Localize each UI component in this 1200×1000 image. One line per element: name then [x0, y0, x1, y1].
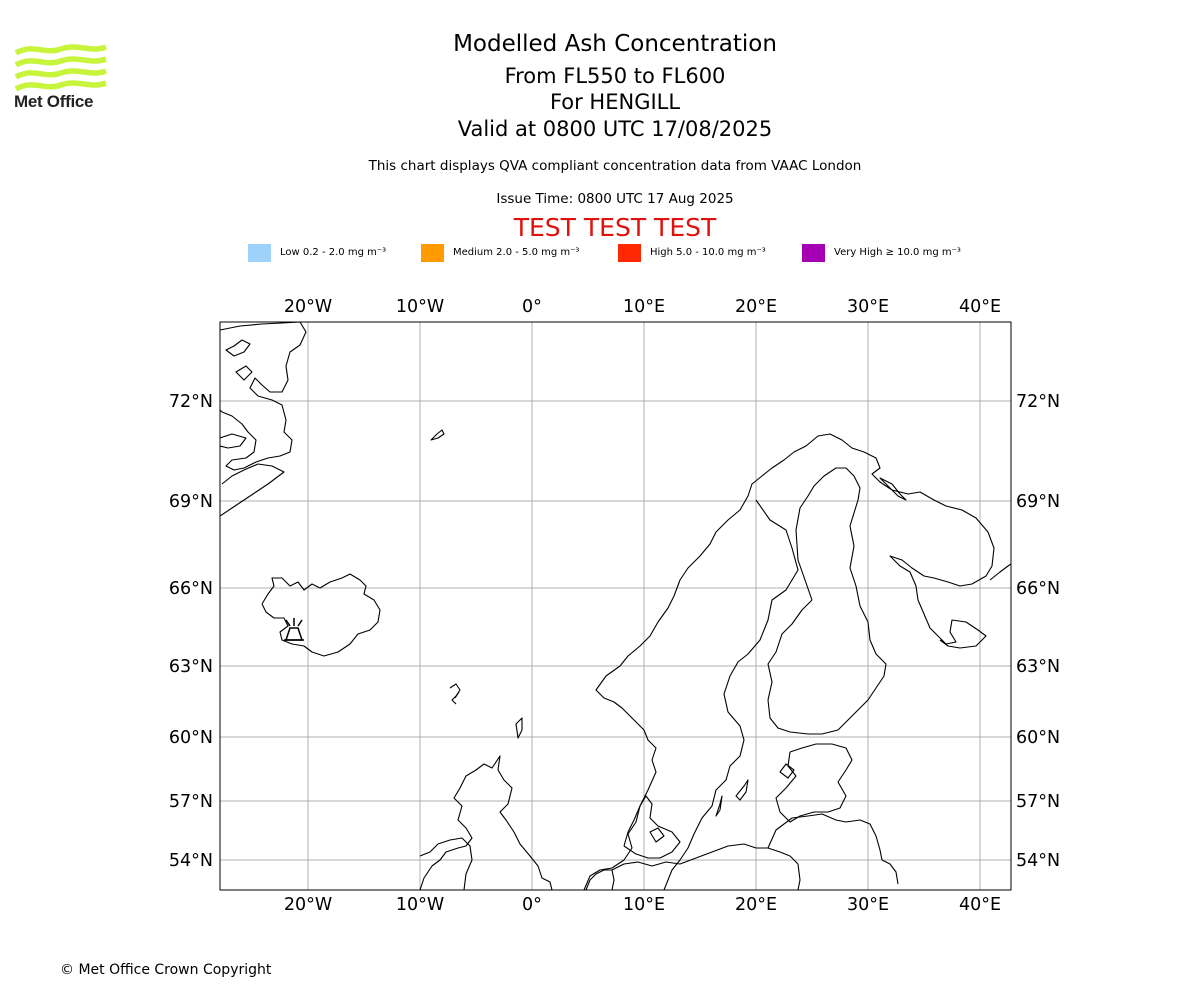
denmark-coast	[623, 795, 681, 859]
lon-tick-bottom-10e: 10°E	[623, 895, 665, 915]
map-gridlines	[220, 322, 1011, 890]
finland-coast	[767, 467, 887, 735]
lon-tick-labels-bottom: 20°W 10°W 0° 10°E 20°E 30°E 40°E	[284, 895, 1001, 915]
legend-label-very-high: Very High ≥ 10.0 mg m⁻³	[834, 247, 961, 258]
issue-time: Issue Time: 0800 UTC 17 Aug 2025	[496, 191, 734, 207]
lat-tick-right-72n: 72°N	[1016, 392, 1060, 412]
germany-poland-coast	[611, 843, 791, 871]
coastlines	[220, 322, 1011, 890]
lat-tick-right-60n: 60°N	[1016, 728, 1060, 748]
legend: Low 0.2 - 2.0 mg m⁻³ Medium 2.0 - 5.0 mg…	[0, 244, 1200, 264]
legend-label-high: High 5.0 - 10.0 mg m⁻³	[650, 247, 766, 258]
lat-tick-left-69n: 69°N	[169, 492, 213, 512]
met-office-wave-logo-icon	[14, 44, 107, 92]
chart-description: This chart displays QVA compliant concen…	[368, 158, 862, 174]
shetland-coast	[515, 717, 523, 739]
test-banner: TEST TEST TEST	[513, 213, 717, 242]
lon-tick-top-20w: 20°W	[284, 297, 332, 317]
faroe-coast	[449, 683, 461, 705]
volcano-location: For HENGILL	[549, 90, 681, 114]
lat-tick-labels-right: 72°N 69°N 66°N 63°N 60°N 57°N 54°N	[1016, 392, 1060, 871]
lat-tick-left-66n: 66°N	[169, 579, 213, 599]
scandinavia-coast	[583, 433, 995, 890]
lon-tick-top-10e: 10°E	[623, 297, 665, 317]
lon-tick-bottom-40e: 40°E	[959, 895, 1001, 915]
copyright-notice: © Met Office Crown Copyright	[60, 962, 272, 978]
legend-swatch-very-high	[802, 244, 825, 262]
lon-tick-top-30e: 30°E	[847, 297, 889, 317]
lat-tick-left-60n: 60°N	[169, 728, 213, 748]
legend-swatch-high	[618, 244, 641, 262]
lat-tick-left-72n: 72°N	[169, 392, 213, 412]
jan-mayen-coast	[430, 429, 445, 441]
lat-tick-right-54n: 54°N	[1016, 851, 1060, 871]
lat-tick-right-63n: 63°N	[1016, 657, 1060, 677]
lat-tick-right-66n: 66°N	[1016, 579, 1060, 599]
lat-tick-right-57n: 57°N	[1016, 792, 1060, 812]
lon-tick-top-0: 0°	[522, 297, 542, 317]
lon-tick-top-20e: 20°E	[735, 297, 777, 317]
lon-tick-bottom-20e: 20°E	[735, 895, 777, 915]
lat-tick-left-54n: 54°N	[169, 851, 213, 871]
netherlands-coast	[585, 869, 615, 890]
volcano-icon	[284, 618, 304, 641]
kola-coast	[879, 477, 907, 501]
ireland-coast	[419, 837, 473, 890]
lon-tick-bottom-10w: 10°W	[396, 895, 444, 915]
baltic-states-coast	[775, 743, 853, 823]
lon-tick-top-10w: 10°W	[396, 297, 444, 317]
lat-tick-labels-left: 72°N 69°N 66°N 63°N 60°N 57°N 54°N	[169, 392, 213, 871]
flight-level-range: From FL550 to FL600	[504, 64, 726, 88]
britain-coast	[419, 755, 553, 890]
chart-title: Modelled Ash Concentration	[453, 31, 777, 57]
sweden-baltic-coast	[663, 499, 799, 890]
lat-tick-left-63n: 63°N	[169, 657, 213, 677]
iceland-coast	[261, 573, 381, 657]
greenland-coast	[220, 322, 307, 471]
lon-tick-bottom-20w: 20°W	[284, 895, 332, 915]
lon-tick-bottom-0: 0°	[522, 895, 542, 915]
legend-swatch-low	[248, 244, 271, 262]
lat-tick-left-57n: 57°N	[169, 792, 213, 812]
legend-swatch-medium	[421, 244, 444, 262]
lat-tick-right-69n: 69°N	[1016, 492, 1060, 512]
legend-label-medium: Medium 2.0 - 5.0 mg m⁻³	[453, 247, 580, 258]
gotland-coast	[735, 779, 749, 801]
lon-tick-bottom-30e: 30°E	[847, 895, 889, 915]
logo-text: Met Office	[14, 92, 94, 111]
valid-time: Valid at 0800 UTC 17/08/2025	[457, 117, 773, 141]
lon-tick-top-40e: 40°E	[959, 297, 1001, 317]
map-frame	[219, 321, 1012, 891]
legend-label-low: Low 0.2 - 2.0 mg m⁻³	[280, 247, 387, 258]
lon-tick-labels-top: 20°W 10°W 0° 10°E 20°E 30°E 40°E	[284, 297, 1001, 317]
